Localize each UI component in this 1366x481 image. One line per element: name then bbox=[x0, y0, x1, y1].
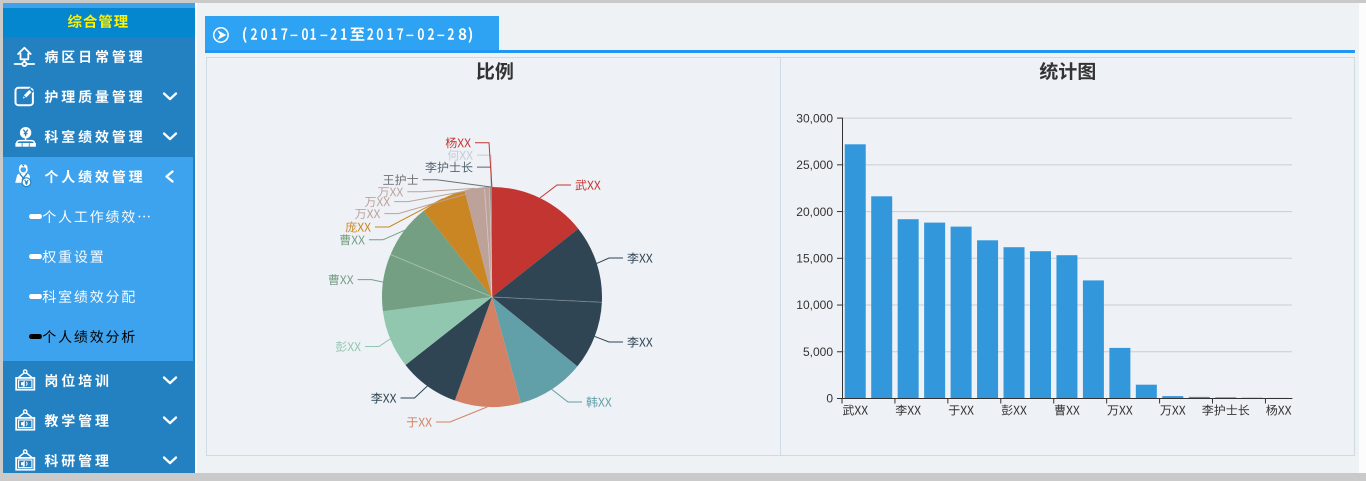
svg-text:25,000: 25,000 bbox=[796, 158, 833, 172]
svg-text:30,000: 30,000 bbox=[796, 111, 833, 125]
svg-text:20,000: 20,000 bbox=[796, 205, 833, 219]
svg-text:5,000: 5,000 bbox=[803, 345, 833, 359]
svg-text:0: 0 bbox=[826, 392, 833, 406]
svg-text:15,000: 15,000 bbox=[796, 252, 833, 266]
svg-text:10,000: 10,000 bbox=[796, 298, 833, 312]
